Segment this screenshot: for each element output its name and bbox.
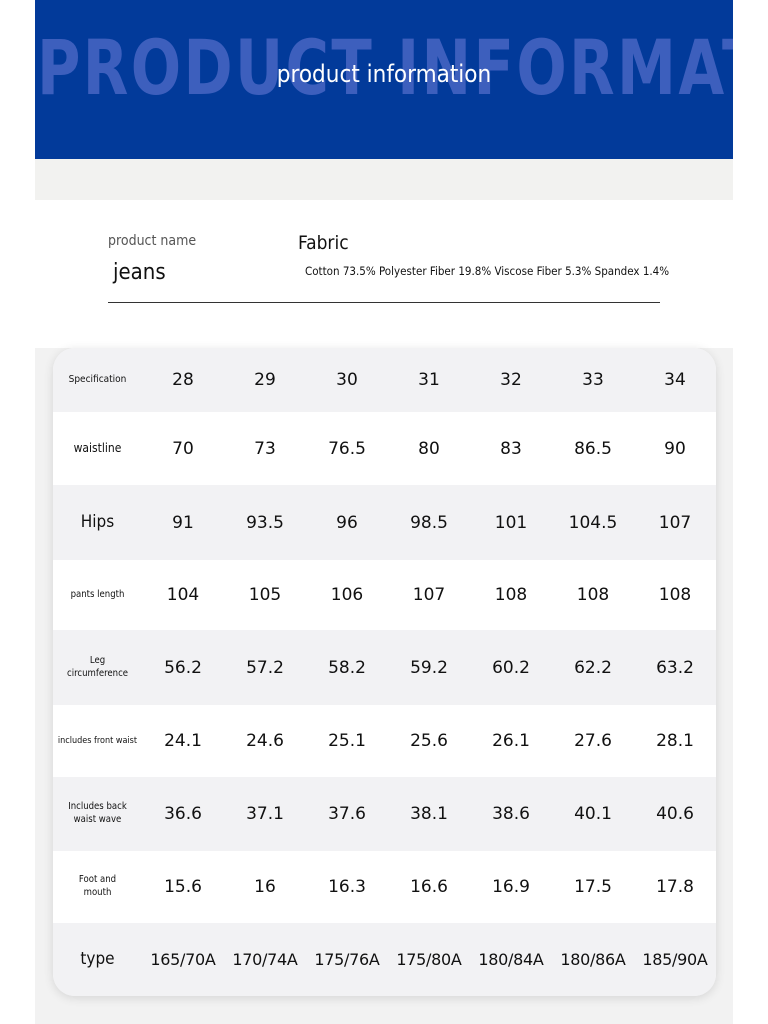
fabric-label: Fabric xyxy=(298,232,349,254)
row-header: Hips xyxy=(80,512,115,533)
table-cell: 40.1 xyxy=(574,804,612,824)
table-cell: 105 xyxy=(248,585,282,605)
table-cell: 56.2 xyxy=(164,657,202,678)
table-cell: 101 xyxy=(494,512,528,533)
table-cell: 62.2 xyxy=(574,657,612,678)
table-cell: 70 xyxy=(172,438,194,459)
table-cell: 24.1 xyxy=(164,731,202,751)
table-cell: 175/80A xyxy=(396,950,462,969)
table-cell: 28 xyxy=(172,370,194,390)
table-cell: 57.2 xyxy=(246,657,284,678)
table-cell: 36.6 xyxy=(164,804,202,824)
table-cell: 165/70A xyxy=(150,950,216,969)
table-cell: 37.1 xyxy=(246,804,284,824)
table-cell: 104 xyxy=(166,585,200,605)
table-cell: 98.5 xyxy=(410,512,448,533)
table-cell: 25.1 xyxy=(328,731,366,751)
table-row-back-waist: Includes back waist wave 36.6 37.1 37.6 … xyxy=(53,777,716,851)
header-banner: PRODUCT INFORMATION product information xyxy=(35,0,733,159)
summary-divider xyxy=(108,302,660,303)
table-cell: 31 xyxy=(418,370,440,390)
table-cell: 107 xyxy=(412,585,446,605)
table-cell: 15.6 xyxy=(164,877,202,897)
page-title: product information xyxy=(276,60,492,88)
table-cell: 185/90A xyxy=(642,950,708,969)
table-cell: 29 xyxy=(254,370,276,390)
table-cell: 63.2 xyxy=(656,657,694,678)
fabric-value: Cotton 73.5% Polyester Fiber 19.8% Visco… xyxy=(305,264,670,278)
table-cell: 33 xyxy=(582,370,604,390)
table-cell: 91 xyxy=(172,512,194,533)
table-cell: 180/84A xyxy=(478,950,544,969)
table-cell: 175/76A xyxy=(314,950,380,969)
table-cell: 30 xyxy=(336,370,358,390)
table-cell: 108 xyxy=(576,585,610,605)
table-row-specification: Specification 28 29 30 31 32 33 34 xyxy=(53,348,716,412)
table-cell: 76.5 xyxy=(328,438,366,459)
table-cell: 16.6 xyxy=(410,877,448,897)
product-info-page: PRODUCT INFORMATION product information … xyxy=(35,0,733,1024)
table-row-waistline: waistline 70 73 76.5 80 83 86.5 90 xyxy=(53,412,716,485)
table-cell: 104.5 xyxy=(568,512,618,533)
table-row-type: type 165/70A 170/74A 175/76A 175/80A 180… xyxy=(53,923,716,996)
table-cell: 38.1 xyxy=(410,804,448,824)
table-row-front-waist: includes front waist 24.1 24.6 25.1 25.6… xyxy=(53,705,716,777)
table-cell: 60.2 xyxy=(492,657,530,678)
row-header: type xyxy=(80,949,115,970)
table-cell: 90 xyxy=(664,438,686,459)
table-cell: 108 xyxy=(658,585,692,605)
table-cell: 80 xyxy=(418,438,440,459)
table-cell: 16.9 xyxy=(492,877,530,897)
table-cell: 16.3 xyxy=(328,877,366,897)
table-cell: 25.6 xyxy=(410,731,448,751)
row-header: Includes back waist wave xyxy=(68,801,127,825)
table-cell: 180/86A xyxy=(560,950,626,969)
table-row-foot-mouth: Foot and mouth 15.6 16 16.3 16.6 16.9 17… xyxy=(53,851,716,923)
table-cell: 37.6 xyxy=(328,804,366,824)
table-cell: 17.8 xyxy=(656,877,694,897)
row-header: includes front waist xyxy=(57,735,138,746)
table-cell: 58.2 xyxy=(328,657,366,678)
table-cell: 26.1 xyxy=(492,731,530,751)
table-cell: 34 xyxy=(664,370,686,390)
table-cell: 27.6 xyxy=(574,731,612,751)
table-cell: 86.5 xyxy=(574,438,612,459)
table-cell: 59.2 xyxy=(410,657,448,678)
table-cell: 108 xyxy=(494,585,528,605)
table-cell: 17.5 xyxy=(574,877,612,897)
divider-band xyxy=(35,159,733,200)
table-row-pants-length: pants length 104 105 106 107 108 108 108 xyxy=(53,560,716,630)
product-name-label: product name xyxy=(108,233,197,249)
table-cell: 107 xyxy=(658,512,692,533)
product-name-value: jeans xyxy=(113,260,166,285)
row-header: Leg circumference xyxy=(67,654,129,679)
table-cell: 106 xyxy=(330,585,364,605)
table-cell: 93.5 xyxy=(246,512,284,533)
row-header: waistline xyxy=(73,441,122,456)
table-row-leg-circumference: Leg circumference 56.2 57.2 58.2 59.2 60… xyxy=(53,630,716,705)
table-row-hips: Hips 91 93.5 96 98.5 101 104.5 107 xyxy=(53,485,716,560)
product-summary: product name jeans Fabric Cotton 73.5% P… xyxy=(35,200,733,348)
table-cell: 96 xyxy=(336,512,358,533)
table-cell: 32 xyxy=(500,370,522,390)
row-header: Foot and mouth xyxy=(78,874,117,898)
table-cell: 83 xyxy=(500,438,522,459)
size-table: Specification 28 29 30 31 32 33 34 waist… xyxy=(53,348,716,996)
table-cell: 24.6 xyxy=(246,731,284,751)
row-header: Specification xyxy=(68,374,127,386)
table-cell: 28.1 xyxy=(656,731,694,751)
table-cell: 38.6 xyxy=(492,804,530,824)
table-cell: 16 xyxy=(254,877,276,897)
table-cell: 170/74A xyxy=(232,950,298,969)
table-cell: 73 xyxy=(254,438,276,459)
row-header: pants length xyxy=(70,588,125,600)
table-cell: 40.6 xyxy=(656,804,694,824)
